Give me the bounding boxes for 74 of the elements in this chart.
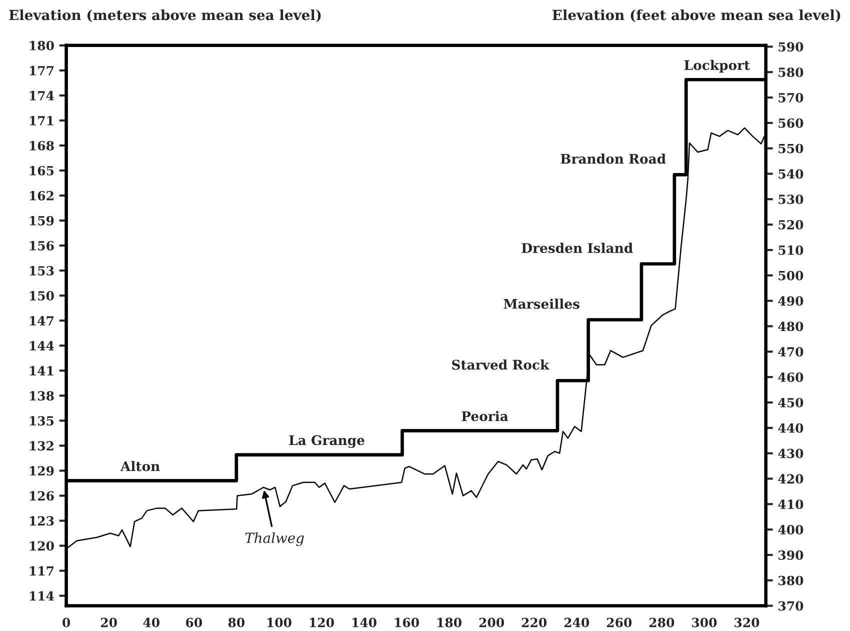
y-tick-label: 135 [30, 416, 54, 426]
x-tick-label: 140 [352, 618, 376, 628]
y2-tick-label: 530 [778, 194, 804, 204]
y-tick-label: 123 [30, 516, 54, 526]
series-label: Thalweg [245, 532, 304, 546]
x-tick-label: 280 [649, 618, 674, 628]
y-tick-label: 147 [30, 316, 54, 326]
y-tick-label: 165 [30, 166, 54, 176]
y-tick-label: 153 [30, 266, 54, 276]
x-tick-label: 200 [479, 618, 504, 628]
y-tick-label: 174 [30, 90, 54, 100]
annotation: Brandon Road [560, 154, 666, 164]
y-tick-label: 114 [30, 591, 54, 601]
y2-tick-label: 490 [778, 296, 804, 306]
y-tick-label: 132 [30, 441, 54, 451]
y2-tick-label: 570 [778, 93, 804, 102]
x-tick-label: 20 [100, 618, 117, 628]
y2-tick-label: 580 [778, 68, 804, 78]
y2-tick-label: 390 [778, 550, 804, 560]
y2-tick-label: 450 [778, 398, 804, 408]
x-tick-label: 320 [734, 618, 760, 628]
y-tick-label: 129 [30, 466, 54, 476]
x-tick-label: 120 [310, 618, 334, 628]
x-tick-label: 0 [62, 618, 70, 628]
y2-tick-label: 440 [778, 423, 804, 433]
y2-tick-label: 430 [778, 448, 804, 458]
annotation: Lockport [684, 60, 750, 73]
y-tick-label: 162 [30, 190, 54, 200]
y2-tick-label: 500 [778, 270, 804, 280]
y-tick-label: 144 [30, 341, 54, 350]
y2-tick-label: 380 [778, 576, 804, 586]
y-tick-label: 168 [30, 140, 54, 150]
x-tick-label: 240 [564, 618, 590, 628]
y-tick-label: 177 [30, 66, 54, 76]
y2-axis-title: Elevation (feet above mean sea level) [552, 9, 840, 22]
x-tick-label: 220 [522, 618, 547, 628]
y2-tick-label: 400 [778, 524, 804, 534]
y-tick-label: 117 [30, 566, 54, 576]
y2-tick-label: 420 [778, 474, 804, 484]
y-tick-label: 120 [30, 541, 54, 551]
y2-tick-label: 370 [778, 601, 804, 611]
y-tick-label: 141 [30, 366, 54, 376]
x-tick-label: 80 [228, 618, 245, 628]
x-tick-label: 40 [143, 618, 160, 628]
x-tick-label: 160 [394, 618, 419, 628]
y2-tick-label: 410 [778, 500, 804, 510]
x-tick-label: 300 [692, 618, 717, 628]
annotation: La Grange [289, 435, 364, 448]
y-tick-label: 150 [30, 291, 54, 301]
y2-tick-label: 540 [778, 169, 804, 179]
y-axis-title: Elevation (meters above mean sea level) [9, 9, 321, 22]
y2-tick-label: 560 [778, 118, 804, 128]
y-tick-label: 159 [30, 216, 54, 226]
y-tick-label: 126 [30, 491, 54, 501]
annotation: Starved Rock [452, 360, 550, 370]
annotation: Alton [120, 460, 160, 472]
annotation: Peoria [462, 410, 508, 422]
x-tick-label: 100 [267, 618, 292, 628]
y2-tick-label: 460 [778, 372, 804, 382]
annotation: Marseilles [504, 298, 580, 309]
y2-tick-label: 520 [778, 220, 804, 230]
y-tick-label: 156 [30, 241, 54, 250]
y-tick-label: 171 [30, 116, 54, 126]
y-tick-label: 138 [30, 391, 54, 401]
y2-tick-label: 510 [778, 245, 804, 255]
y-tick-label: 180 [30, 40, 54, 50]
annotation: Dresden Island [522, 242, 633, 254]
y2-tick-label: 590 [778, 42, 804, 52]
x-tick-label: 60 [186, 618, 202, 628]
y2-tick-label: 480 [778, 322, 804, 332]
x-tick-label: 260 [606, 618, 632, 628]
y2-tick-label: 550 [778, 144, 804, 154]
x-tick-label: 180 [438, 618, 462, 628]
y2-tick-label: 470 [778, 347, 804, 357]
